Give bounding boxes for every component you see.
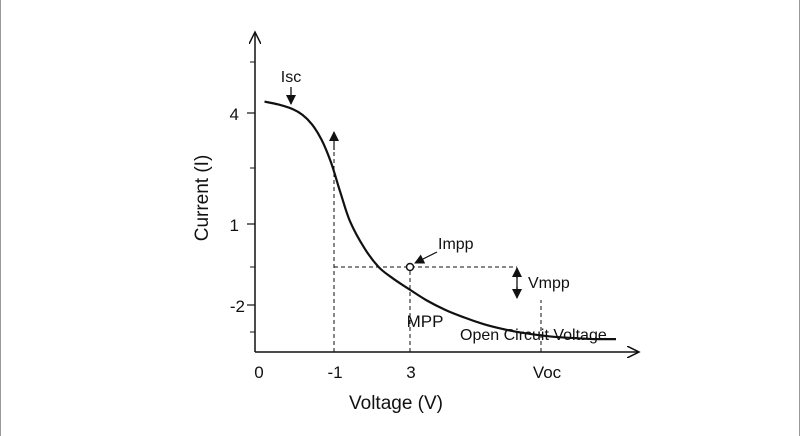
x-tick-label-0: 0 (254, 363, 263, 382)
impp-arrow (414, 251, 438, 264)
x-tick-label-voc: Voc (533, 363, 562, 382)
x-tick-label-neg1: -1 (327, 363, 342, 382)
open-circuit-voltage-label: Open Circuit Voltage (460, 327, 607, 344)
y-axis-label: Current (I) (192, 155, 213, 242)
y-tick-label-1: 1 (230, 216, 239, 235)
y-tick-label-neg2: -2 (230, 297, 245, 316)
y-ticks (247, 61, 255, 333)
isc-label: Isc (281, 69, 301, 86)
x-tick-label-3: 3 (406, 363, 415, 382)
vmpp-label: Vmpp (528, 275, 570, 292)
y-tick-label-4: 4 (230, 105, 239, 124)
iv-curve-line (264, 100, 617, 341)
mpp-label: MPP (407, 312, 444, 331)
mpp-point (405, 262, 415, 272)
x-axis-label: Voltage (V) (349, 393, 443, 414)
impp-label: Impp (438, 236, 474, 253)
